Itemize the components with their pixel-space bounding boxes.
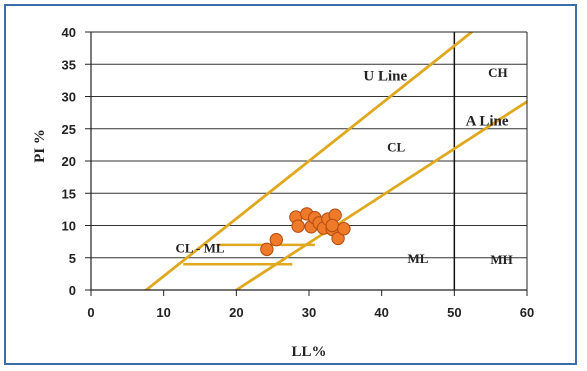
- data-point: [269, 232, 283, 247]
- data-point: [337, 222, 351, 236]
- y-tick-label: 30: [62, 90, 76, 105]
- y-axis-title: PI %: [32, 129, 48, 163]
- x-tick-label: 0: [87, 305, 94, 320]
- y-tick-label: 0: [69, 283, 76, 298]
- y-tick-label: 25: [62, 122, 76, 137]
- data-point: [331, 231, 345, 246]
- y-tick-label: 5: [69, 251, 76, 266]
- u-line: [144, 32, 474, 290]
- y-tick-label: 15: [62, 186, 76, 201]
- zone-label-u-line: U Line: [363, 68, 407, 84]
- zone-label-a-line: A Line: [466, 114, 509, 130]
- x-axis-title: LL%: [291, 344, 326, 360]
- x-tick-label: 40: [374, 305, 388, 320]
- data-point: [260, 242, 274, 257]
- y-tick-label: 20: [62, 154, 76, 169]
- zone-label-mh: MH: [490, 252, 512, 267]
- zone-label-cl-ml: CL - ML: [175, 241, 224, 256]
- x-tick-label: 20: [229, 305, 243, 320]
- data-point: [325, 218, 339, 233]
- zone-label-cl: CL: [387, 139, 405, 154]
- classification-lines: [144, 32, 527, 290]
- x-tick-label: 30: [302, 305, 316, 320]
- x-tick-label: 60: [520, 305, 534, 320]
- zone-label-ch: CH: [488, 65, 508, 80]
- a-line: [234, 100, 527, 290]
- x-tick-label: 50: [447, 305, 461, 320]
- y-tick-label: 40: [62, 25, 76, 40]
- axes: [85, 31, 528, 296]
- x-tick-label: 10: [156, 305, 170, 320]
- zone-labels: U Line CH A Line CL CL - ML ML MH: [175, 65, 512, 267]
- zone-label-ml: ML: [408, 251, 429, 266]
- tick-labels: 0 5 10 15 20 25 30 35 40 0 10 20 30 40 50 60: [62, 25, 535, 320]
- y-tick-label: 10: [62, 219, 76, 234]
- y-tick-label: 35: [62, 57, 76, 72]
- data-points: [260, 207, 351, 257]
- data-point: [291, 219, 305, 233]
